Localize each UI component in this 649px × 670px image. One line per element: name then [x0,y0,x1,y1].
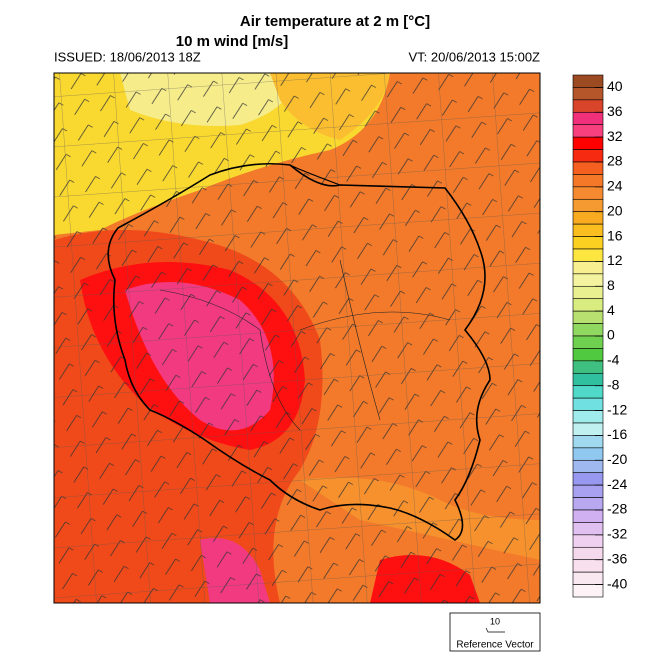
colorbar-box [572,447,604,461]
valid-time: VT: 20/06/2013 15:00Z [408,49,540,64]
colorbar-box [572,285,604,300]
colorbar-box [572,273,604,287]
colorbar-box [572,99,604,113]
colorbar-label: 32 [607,128,623,144]
colorbar-box [572,111,604,126]
colorbar-label: -12 [607,401,627,417]
reference-vector: 10 Reference Vector [449,612,541,652]
map [53,72,541,604]
colorbar-box [572,186,604,200]
colorbar-box [572,422,604,436]
colorbar-box [572,236,604,250]
colorbar-box [572,198,604,213]
colorbar-box [572,149,604,163]
colorbar-label: 20 [607,202,623,218]
colorbar-label: 40 [607,78,623,94]
colorbar-label: -8 [607,376,620,392]
colorbar-box [572,248,604,262]
colorbar-box [572,385,604,399]
colorbar-box [572,435,604,449]
colorbar-box [572,522,604,536]
colorbar-box [572,410,604,424]
colorbar-box [572,497,604,511]
colorbar-box [572,348,604,362]
reference-value: 10 [490,616,500,626]
colorbar-box [572,559,604,573]
colorbar-box [572,174,604,188]
colorbar-box [572,397,604,411]
colorbar-label: 28 [607,153,623,169]
colorbar-label: 8 [607,277,615,293]
subtitle: 10 m wind [m/s] [176,33,289,50]
colorbar-box [572,211,604,225]
colorbar-label: -36 [607,550,627,566]
colorbar-label: -16 [607,426,627,442]
colorbar-label: 4 [607,302,615,318]
issued: ISSUED: 18/06/2013 18Z [54,49,201,64]
colorbar-label: 0 [607,327,615,343]
colorbar-label: -40 [607,575,627,591]
colorbar-box [572,372,604,387]
colorbar-label: 36 [607,103,623,119]
colorbar-box [572,335,604,349]
colorbar-label: 24 [607,178,623,194]
colorbar-box [572,87,604,101]
colorbar-box [572,310,604,324]
colorbar-box [572,323,604,337]
colorbar-box [572,472,604,486]
colorbar-label: 16 [607,227,623,243]
colorbar-label: -24 [607,476,627,492]
colorbar-box [572,534,604,548]
colorbar-box [572,136,604,150]
colorbar-label: -32 [607,526,627,542]
colorbar-box [572,459,604,474]
colorbar-box [572,584,604,598]
colorbar-box [572,261,604,275]
colorbar-box [572,298,604,312]
colorbar-box [572,484,604,498]
colorbar-box [572,74,604,88]
colorbar-box [572,223,604,237]
colorbar-label: 12 [607,252,623,268]
colorbar-box [572,360,604,374]
colorbar-box [572,509,604,523]
colorbar-label: -4 [607,352,620,368]
colorbar-label: -28 [607,501,627,517]
reference-label: Reference Vector [456,640,534,651]
colorbar-box [572,161,604,175]
colorbar-label: -20 [607,451,627,467]
colorbar-box [572,546,604,561]
colorbar: 4036322824201612840-4-8-12-16-20-24-28-3… [572,74,627,598]
colorbar-box [572,124,604,138]
title: Air temperature at 2 m [°C] [240,13,430,30]
colorbar-box [572,571,604,585]
